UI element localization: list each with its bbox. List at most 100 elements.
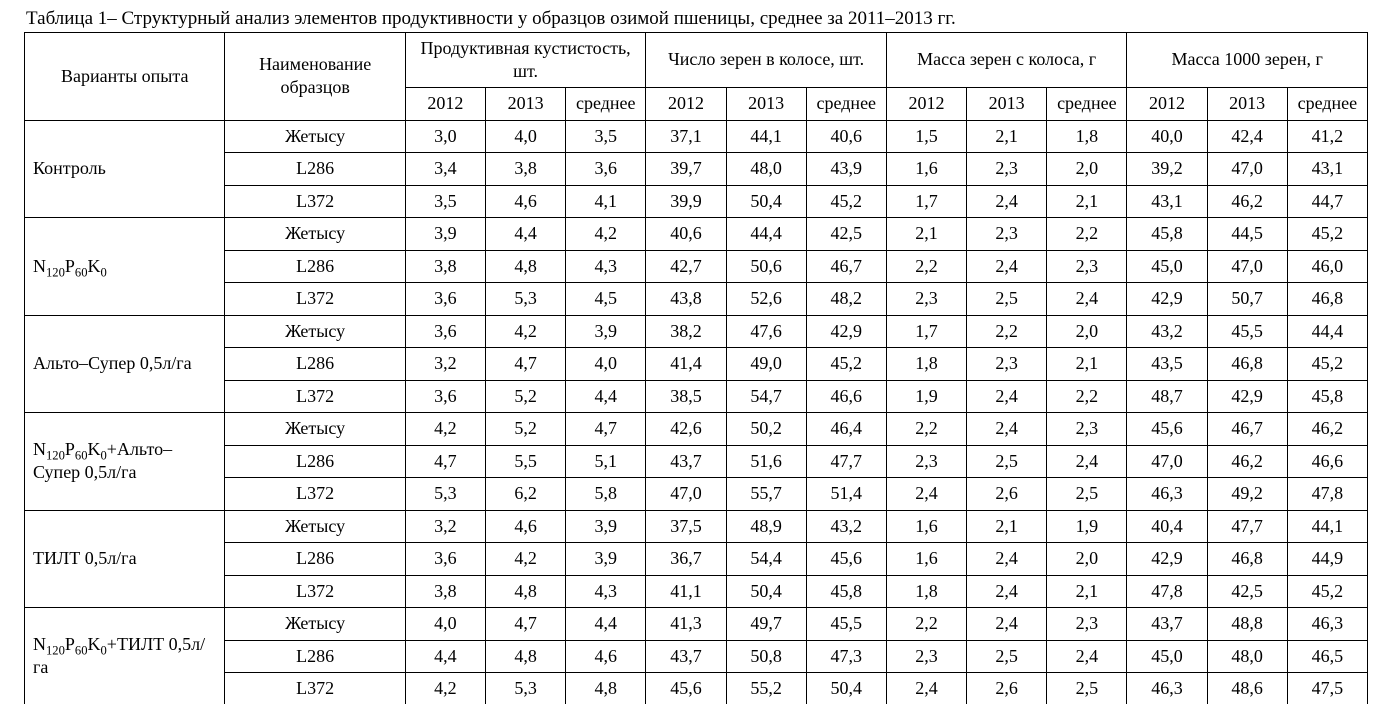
data-cell: 2,0 — [1047, 153, 1127, 186]
data-cell: 4,1 — [566, 185, 646, 218]
table-row: N120P60K0+ТИЛТ 0,5л/гаЖетысу4,04,74,441,… — [25, 608, 1368, 641]
data-cell: 47,6 — [726, 315, 806, 348]
data-cell: 45,6 — [646, 673, 726, 704]
data-cell: 37,5 — [646, 510, 726, 543]
data-cell: 43,1 — [1287, 153, 1367, 186]
data-cell: 46,0 — [1287, 250, 1367, 283]
sample-name: L286 — [225, 543, 405, 576]
data-cell: 46,2 — [1207, 185, 1287, 218]
data-cell: 46,8 — [1207, 348, 1287, 381]
data-cell: 4,8 — [566, 673, 646, 704]
data-cell: 47,7 — [806, 445, 886, 478]
header-sub-4: 2013 — [726, 88, 806, 121]
data-cell: 3,6 — [405, 283, 485, 316]
data-cell: 41,2 — [1287, 120, 1367, 153]
data-cell: 1,6 — [886, 153, 966, 186]
variant-name: N120P60K0+ТИЛТ 0,5л/га — [25, 608, 225, 704]
data-cell: 4,0 — [486, 120, 566, 153]
data-cell: 3,5 — [566, 120, 646, 153]
data-cell: 46,3 — [1127, 478, 1207, 511]
variant-name: N120P60K0+Альто–Супер 0,5л/га — [25, 413, 225, 511]
data-cell: 1,7 — [886, 315, 966, 348]
data-cell: 3,2 — [405, 348, 485, 381]
sample-name: L286 — [225, 250, 405, 283]
table-header: Варианты опыта Наименование образцов Про… — [25, 33, 1368, 121]
data-cell: 50,8 — [726, 640, 806, 673]
data-cell: 45,2 — [806, 348, 886, 381]
header-variants: Варианты опыта — [25, 33, 225, 121]
data-cell: 44,5 — [1207, 218, 1287, 251]
header-sub-3: 2012 — [646, 88, 726, 121]
data-cell: 2,4 — [967, 250, 1047, 283]
data-cell: 43,1 — [1127, 185, 1207, 218]
data-cell: 45,5 — [806, 608, 886, 641]
sample-name: L286 — [225, 153, 405, 186]
data-cell: 2,4 — [967, 543, 1047, 576]
data-table: Варианты опыта Наименование образцов Про… — [24, 32, 1368, 704]
data-cell: 2,1 — [1047, 348, 1127, 381]
sample-name: Жетысу — [225, 315, 405, 348]
data-cell: 45,2 — [1287, 348, 1367, 381]
data-cell: 1,8 — [886, 575, 966, 608]
data-cell: 3,8 — [405, 575, 485, 608]
data-cell: 5,2 — [486, 380, 566, 413]
data-cell: 2,4 — [967, 185, 1047, 218]
data-cell: 2,3 — [886, 640, 966, 673]
variant-name: N120P60K0 — [25, 218, 225, 316]
data-cell: 2,4 — [1047, 283, 1127, 316]
data-cell: 2,2 — [1047, 380, 1127, 413]
table-row: L2864,75,55,143,751,647,72,32,52,447,046… — [25, 445, 1368, 478]
data-cell: 3,6 — [566, 153, 646, 186]
data-cell: 3,9 — [405, 218, 485, 251]
data-cell: 4,8 — [486, 250, 566, 283]
table-row: L3724,25,34,845,655,250,42,42,62,546,348… — [25, 673, 1368, 704]
data-cell: 4,5 — [566, 283, 646, 316]
data-cell: 4,6 — [566, 640, 646, 673]
sample-name: Жетысу — [225, 608, 405, 641]
data-cell: 44,1 — [726, 120, 806, 153]
data-cell: 2,1 — [1047, 185, 1127, 218]
data-cell: 47,7 — [1207, 510, 1287, 543]
data-cell: 45,6 — [806, 543, 886, 576]
data-cell: 2,4 — [886, 478, 966, 511]
data-cell: 45,6 — [1127, 413, 1207, 446]
variant-name: Контроль — [25, 120, 225, 218]
data-cell: 3,6 — [405, 315, 485, 348]
data-cell: 39,7 — [646, 153, 726, 186]
data-cell: 43,2 — [806, 510, 886, 543]
table-row: L2863,84,84,342,750,646,72,22,42,345,047… — [25, 250, 1368, 283]
data-cell: 48,0 — [1207, 640, 1287, 673]
data-cell: 47,0 — [646, 478, 726, 511]
data-cell: 2,4 — [886, 673, 966, 704]
data-cell: 5,3 — [486, 283, 566, 316]
data-cell: 1,9 — [886, 380, 966, 413]
data-cell: 49,2 — [1207, 478, 1287, 511]
header-sub-1: 2013 — [486, 88, 566, 121]
data-cell: 46,3 — [1127, 673, 1207, 704]
data-cell: 4,8 — [486, 575, 566, 608]
data-cell: 46,5 — [1287, 640, 1367, 673]
data-cell: 43,7 — [646, 445, 726, 478]
data-cell: 39,2 — [1127, 153, 1207, 186]
data-cell: 42,9 — [1127, 543, 1207, 576]
data-cell: 51,4 — [806, 478, 886, 511]
data-cell: 45,2 — [1287, 218, 1367, 251]
data-cell: 2,3 — [967, 218, 1047, 251]
data-cell: 40,6 — [646, 218, 726, 251]
data-cell: 2,0 — [1047, 315, 1127, 348]
data-cell: 1,6 — [886, 510, 966, 543]
data-cell: 42,5 — [1207, 575, 1287, 608]
data-cell: 42,9 — [1207, 380, 1287, 413]
data-cell: 50,4 — [806, 673, 886, 704]
data-cell: 4,7 — [486, 348, 566, 381]
data-cell: 5,1 — [566, 445, 646, 478]
data-cell: 3,8 — [405, 250, 485, 283]
data-cell: 45,8 — [1127, 218, 1207, 251]
table-row: L3723,84,84,341,150,445,81,82,42,147,842… — [25, 575, 1368, 608]
data-cell: 45,2 — [1287, 575, 1367, 608]
table-row: ТИЛТ 0,5л/гаЖетысу3,24,63,937,548,943,21… — [25, 510, 1368, 543]
data-cell: 3,6 — [405, 543, 485, 576]
data-cell: 4,4 — [486, 218, 566, 251]
data-cell: 2,3 — [1047, 250, 1127, 283]
data-cell: 50,2 — [726, 413, 806, 446]
